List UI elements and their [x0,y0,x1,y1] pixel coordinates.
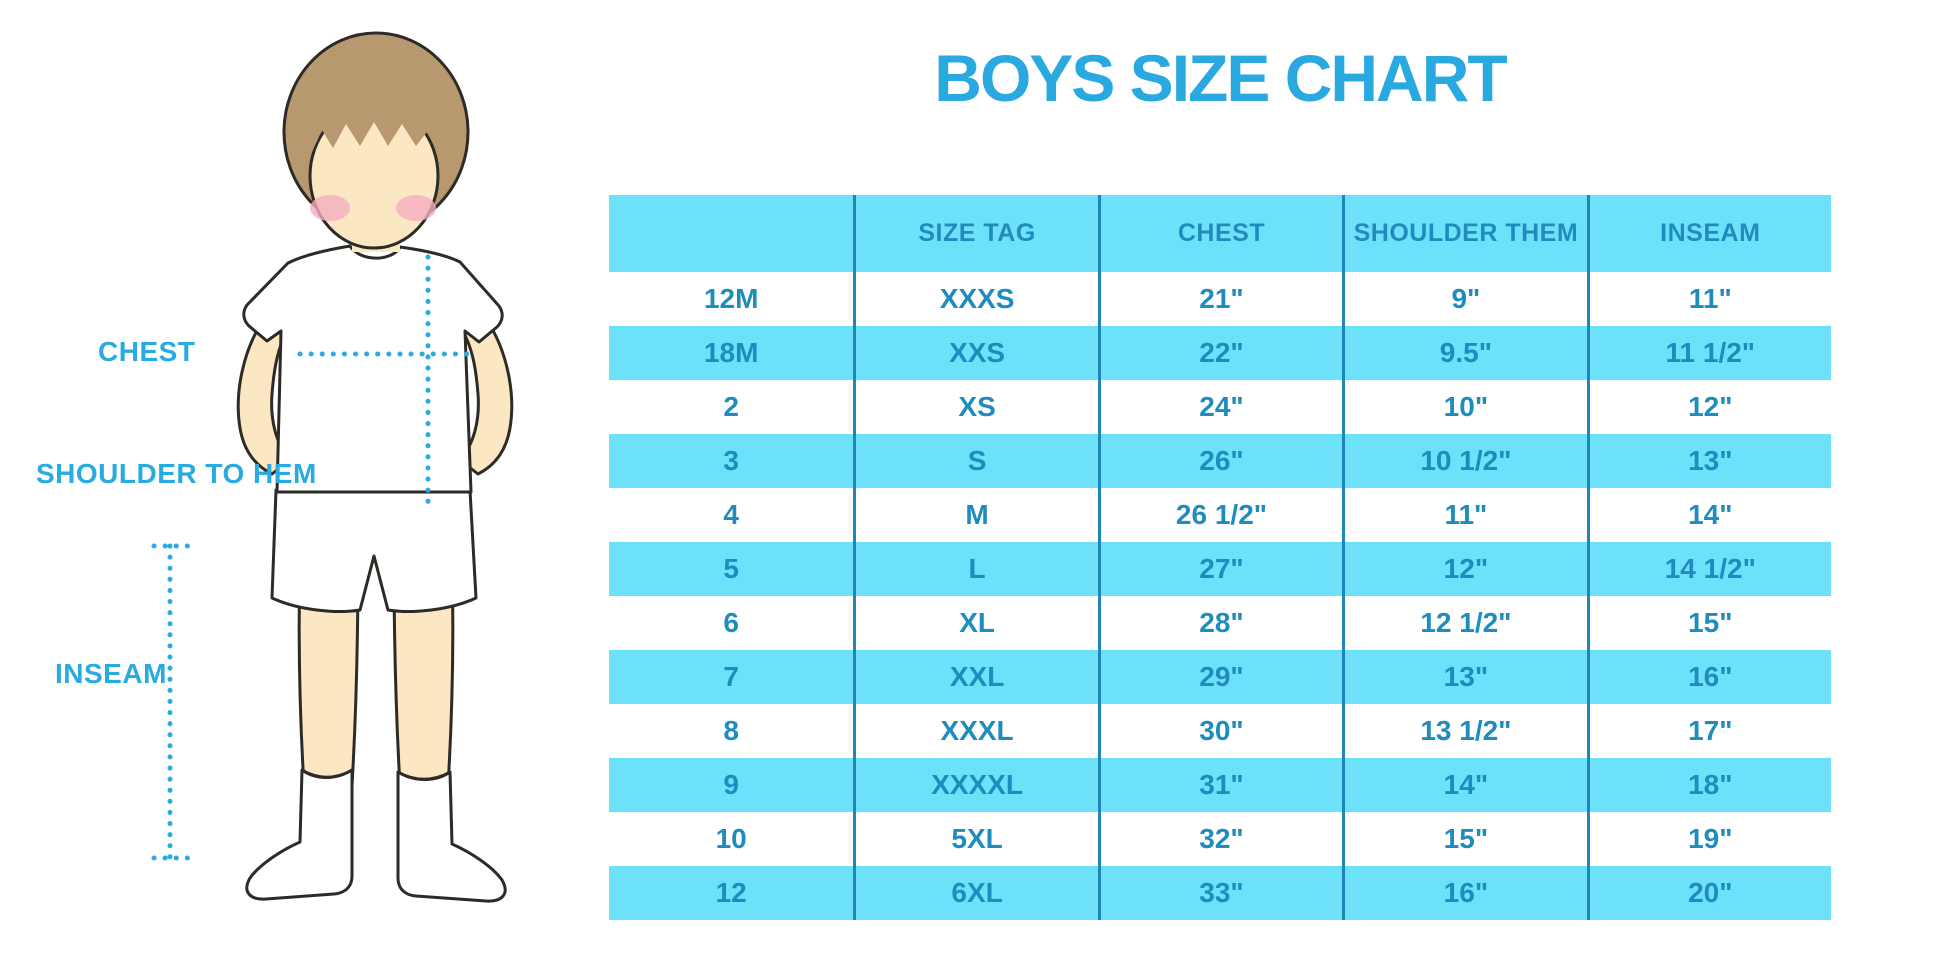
table-cell: 24" [1097,380,1342,434]
table-row: 2 XS 24" 10" 12" [609,380,1831,434]
table-cell: XL [853,596,1097,650]
table-row: 18M XXS 22" 9.5" 11 1/2" [609,326,1831,380]
table-cell: 26" [1097,434,1342,488]
table-cell: 6XL [853,866,1097,920]
size-table: SIZE TAG CHEST SHOULDER THEM INSEAM 12M X… [609,195,1831,920]
table-cell: 12" [1586,380,1831,434]
table-row: 8 XXXL 30" 13 1/2" 17" [609,704,1831,758]
table-cell: 26 1/2" [1097,488,1342,542]
table-cell: 3 [723,445,739,476]
table-cell: XXXS [853,272,1097,326]
header-cell-size-tag: SIZE TAG [853,195,1097,272]
right-sock [396,770,507,903]
table-cell: XXL [853,650,1097,704]
table-cell: XXS [853,326,1097,380]
table-row: 10 5XL 32" 15" 19" [609,812,1831,866]
left-sock-top-line [301,768,353,779]
table-cell: 11" [1342,488,1586,542]
table-cell: 22" [1097,326,1342,380]
table-row: 12M XXXS 21" 9" 11" [609,272,1831,326]
table-cell: 13 1/2" [1342,704,1586,758]
table-cell: 2 [723,391,739,422]
table-cell: 7 [723,661,739,692]
table-cell: 15" [1342,812,1586,866]
table-cell: 4 [723,499,739,530]
table-row: 9 XXXXL 31" 14" 18" [609,758,1831,812]
table-cell: M [853,488,1097,542]
table-cell: 10 1/2" [1342,434,1586,488]
table-cell: 9.5" [1342,326,1586,380]
table-row: 5 L 27" 12" 14 1/2" [609,542,1831,596]
boy-illustration [151,31,514,903]
table-cell: 14" [1586,488,1831,542]
table-cell: 18M [703,337,759,368]
table-cell: 11" [1586,272,1831,326]
table-cell: 12 1/2" [1342,596,1586,650]
t-shirt [242,244,504,494]
table-cell: S [853,434,1097,488]
table-cell: 15" [1586,596,1831,650]
table-cell: 32" [1097,812,1342,866]
table-cell: 29" [1097,650,1342,704]
table-cell: 28" [1097,596,1342,650]
table-cell: 5 [723,553,739,584]
table-cell: 33" [1097,866,1342,920]
table-cell: 11 1/2" [1586,326,1831,380]
table-cell: 18" [1586,758,1831,812]
header-cell-inseam: INSEAM [1586,195,1831,272]
table-cell: XXXXL [853,758,1097,812]
inseam-label: INSEAM [55,658,167,689]
header-cell-size [609,195,853,272]
table-cell: 12 [715,877,747,908]
table-cell: 10 [715,823,747,854]
left-sock [245,768,354,901]
right-sock-top-line [397,770,451,781]
page-title: BOYS SIZE CHART [934,41,1507,115]
header-cell-shoulder: SHOULDER THEM [1342,195,1586,272]
table-cell: 14 1/2" [1586,542,1831,596]
boy-measurement-figure: CHEST SHOULDER TO HEM INSEAM [0,0,560,973]
table-cell: 31" [1097,758,1342,812]
table-cell: 8 [723,715,739,746]
table-cell: 16" [1342,866,1586,920]
table-cell: 27" [1097,542,1342,596]
table-cell: 20" [1586,866,1831,920]
table-cell: 16" [1586,650,1831,704]
table-row: 7 XXL 29" 13" 16" [609,650,1831,704]
table-cell: 14" [1342,758,1586,812]
table-row: 3 S 26" 10 1/2" 13" [609,434,1831,488]
hair-fringe [311,75,441,152]
table-cell: 12M [703,283,759,314]
right-cheek-blush [396,195,436,221]
table-cell: 5XL [853,812,1097,866]
header-cell-chest: CHEST [1097,195,1342,272]
size-table-header-row: SIZE TAG CHEST SHOULDER THEM INSEAM [609,195,1831,272]
size-table-body: 12M XXXS 21" 9" 11" 18M XXS 22" 9.5" 11 1/2" 2 XS 24… [609,272,1831,920]
table-row: 4 M 26 1/2" 11" 14" [609,488,1831,542]
table-cell: 30" [1097,704,1342,758]
table-cell: 13" [1586,434,1831,488]
table-cell: XXXL [853,704,1097,758]
chest-label: CHEST [98,336,196,367]
table-cell: 19" [1586,812,1831,866]
table-cell: 9" [1342,272,1586,326]
table-row: 12 6XL 33" 16" 20" [609,866,1831,920]
table-cell: L [853,542,1097,596]
table-cell: 21" [1097,272,1342,326]
table-cell: 12" [1342,542,1586,596]
table-cell: 6 [723,607,739,638]
table-cell: XS [853,380,1097,434]
table-cell: 13" [1342,650,1586,704]
table-cell: 10" [1342,380,1586,434]
left-cheek-blush [310,195,350,221]
table-cell: 17" [1586,704,1831,758]
shorts [270,488,478,613]
table-row: 6 XL 28" 12 1/2" 15" [609,596,1831,650]
shoulder-to-hem-label: SHOULDER TO HEM [36,458,317,489]
table-cell: 9 [723,769,739,800]
